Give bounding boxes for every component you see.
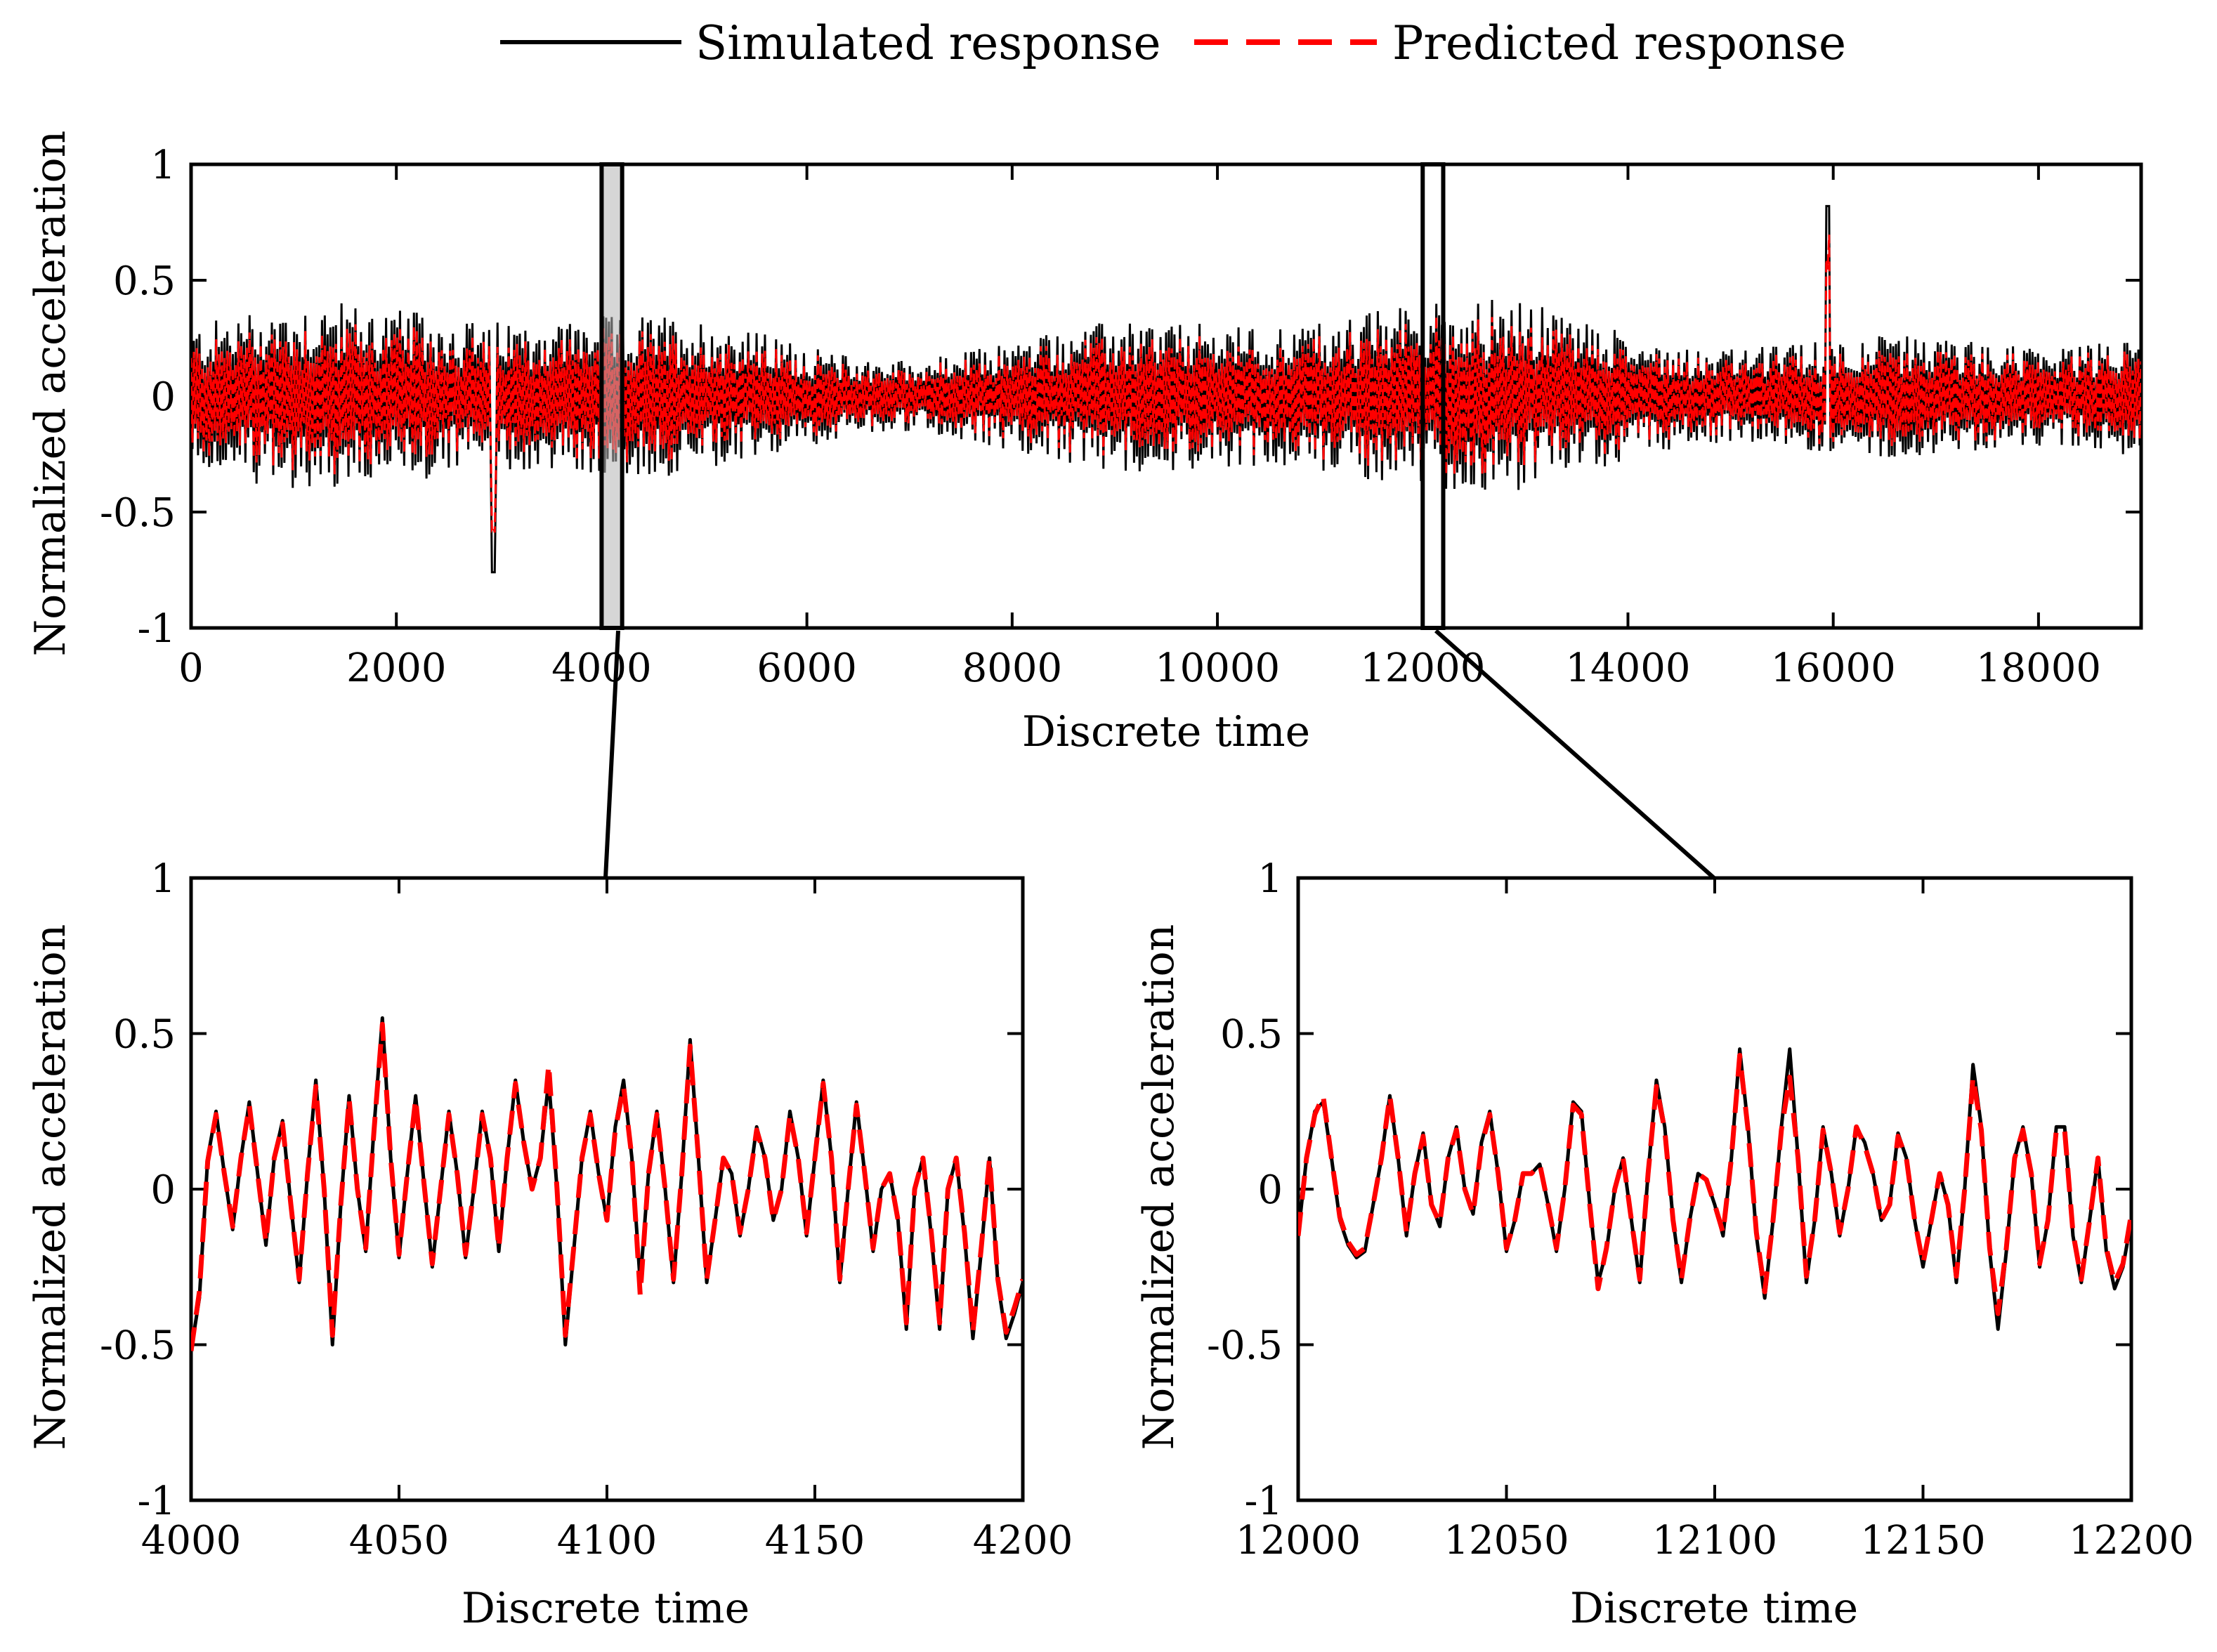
- overview-series-predicted: [191, 235, 2141, 534]
- overview-ytick-label: -0.5: [100, 490, 176, 536]
- overview-ytick-label: 0: [150, 374, 176, 420]
- zoom-right-ylabel: Normalized acceleration: [1134, 924, 1184, 1450]
- overview-ytick-label: -1: [137, 606, 176, 652]
- overview-xtick-label: 14000: [1565, 645, 1690, 691]
- overview-xtick-label: 0: [178, 645, 204, 691]
- zoom-right-axes: 12000 12050 12100 12150 12200 1 0.5 0 -0.5 -1: [1207, 856, 2194, 1563]
- zoom-left-ytick-label: 0.5: [113, 1012, 176, 1058]
- zoom-left-xtick-label: 4200: [973, 1518, 1073, 1563]
- overview-ytick-label: 0.5: [113, 258, 176, 304]
- zoom-left-ytick-label: -1: [137, 1479, 176, 1524]
- zoom-left-ytick-label: 0: [150, 1167, 176, 1213]
- overview-xtick-label: 8000: [962, 645, 1063, 691]
- zoom-right-ytick-label: -1: [1244, 1479, 1283, 1524]
- zoom-right-ytick-label: 0: [1257, 1167, 1283, 1213]
- zoom-right-xtick-label: 12000: [1236, 1518, 1361, 1563]
- zoom-right-xlabel: Discrete time: [1570, 1584, 1858, 1633]
- overview-ytick-label: 1: [150, 143, 176, 188]
- overview-ylabel: Normalized acceleration: [26, 131, 75, 657]
- overview-xtick-label: 4000: [551, 645, 652, 691]
- zoom-right-ytick-label: -0.5: [1207, 1323, 1283, 1369]
- chart-panels: 0 2000 4000 6000 8000 10000 12000 14000 16000 180…: [100, 143, 2194, 1563]
- zoom-connector-left: [603, 630, 620, 879]
- zoom-left-ytick-label: -0.5: [100, 1323, 176, 1369]
- overview-xtick-label: 2000: [346, 645, 447, 691]
- highlight-box-right: [1420, 162, 1446, 630]
- zoom-right-ytick-label: 1: [1257, 856, 1283, 902]
- zoom-left-series-predicted: [191, 1021, 1023, 1351]
- zoom-left-xtick-label: 4150: [765, 1518, 865, 1563]
- zoom-left-frame: [189, 876, 1025, 1502]
- zoom-right-xtick-label: 12050: [1444, 1518, 1569, 1563]
- legend-simulated-label: Simulated response: [695, 16, 1161, 70]
- zoom-right-xtick-label: 12150: [1860, 1518, 1985, 1563]
- overview-xtick-label: 10000: [1155, 645, 1280, 691]
- zoom-right-ytick-label: 0.5: [1220, 1012, 1283, 1058]
- zoom-right-series-predicted: [1298, 1053, 2131, 1316]
- zoom-left-xtick-label: 4000: [141, 1518, 242, 1563]
- legend: Simulated response Predicted response: [500, 16, 1846, 70]
- overview-xlabel: Discrete time: [1022, 707, 1310, 756]
- zoom-left-xtick-label: 4100: [557, 1518, 658, 1563]
- zoom-left-series-simulated: [191, 1016, 1023, 1351]
- overview-xtick-label: 6000: [757, 645, 857, 691]
- overview-axes: 0 2000 4000 6000 8000 10000 12000 14000 16000 180…: [100, 143, 2143, 691]
- legend-predicted-label: Predicted response: [1392, 16, 1846, 70]
- overview-xtick-label: 16000: [1771, 645, 1896, 691]
- zoom-right-frame: [1296, 876, 2133, 1502]
- zoom-right-series-simulated: [1298, 1047, 2131, 1331]
- zoom-left-axes: 4000 4050 4100 4150 4200 1 0.5 0 -0.5 -1: [100, 856, 1073, 1563]
- zoom-right-xtick-label: 12200: [2069, 1518, 2194, 1563]
- zoom-connector-right: [1434, 629, 1715, 880]
- overview-xtick-label: 12000: [1360, 645, 1485, 691]
- zoom-left-ylabel: Normalized acceleration: [26, 924, 75, 1450]
- zoom-left-xlabel: Discrete time: [462, 1584, 750, 1633]
- zoom-right-xtick-label: 12100: [1652, 1518, 1777, 1563]
- zoom-left-xtick-label: 4050: [349, 1518, 450, 1563]
- zoom-left-ytick-label: 1: [150, 856, 176, 902]
- highlight-box-left: [599, 162, 624, 630]
- overview-xtick-label: 18000: [1976, 645, 2101, 691]
